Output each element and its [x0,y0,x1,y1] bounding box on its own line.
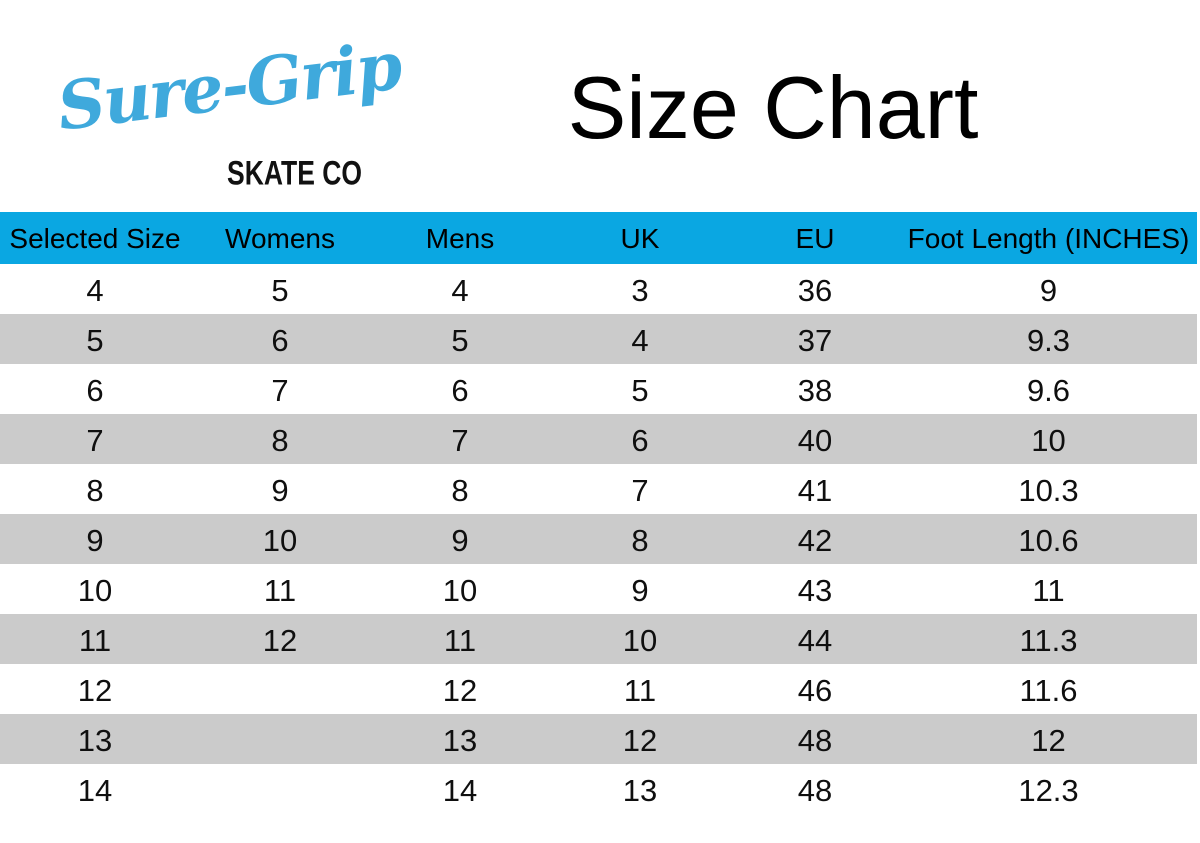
table-cell: 13 [622,772,658,808]
table-cell: 12 [1031,722,1066,758]
table-row: 6 7 6 5 38 9.6 [0,364,1197,414]
table-cell: 12 [262,622,298,658]
table-cell: 11 [78,622,112,658]
size-table: Selected Size Womens Mens UK EU Foot Length (… [0,212,1197,814]
table-cell: 40 [797,422,833,458]
table-cell: 10 [77,572,113,608]
table-cell: 41 [797,472,833,508]
table-cell: 5 [271,272,289,308]
table-row: 10 11 10 9 43 11 [0,564,1197,614]
table-cell: 11 [263,572,297,608]
brand-logo-subtitle: SKATE CO [227,154,363,193]
table-cell: 5 [451,322,469,358]
column-header-selected-size: Selected Size [9,223,181,254]
table-cell: 7 [631,472,649,508]
table-cell: 10.6 [1018,522,1079,558]
page-title: Size Chart [567,58,979,157]
table-cell: 5 [86,322,104,358]
table-cell: 9.3 [1026,322,1071,358]
table-cell: 6 [631,422,649,458]
table-cell: 9 [631,572,649,608]
table-cell: 6 [86,372,104,408]
table-cell: 7 [271,372,289,408]
table-row: 13 13 12 48 12 [0,714,1197,764]
table-cell: 10.3 [1018,472,1079,508]
table-row: 5 6 5 4 37 9.3 [0,314,1197,364]
table-cell: 6 [271,322,289,358]
table-cell: 14 [77,772,113,808]
size-table-body: 4 5 4 3 36 9 5 6 5 4 37 9.3 6 7 6 5 38 9.6 7 8 7 6 40 10 8 9 8 7 41 1… [0,264,1197,814]
table-row: 9 10 9 8 42 10.6 [0,514,1197,564]
table-cell: 9.6 [1026,372,1071,408]
table-cell: 7 [451,422,469,458]
table-cell [190,788,370,790]
table-cell: 10 [262,522,298,558]
table-cell: 37 [797,322,833,358]
brand-logo: Sure-Grip SKATE CO [44,26,404,200]
table-cell [190,688,370,690]
table-cell: 12 [77,672,113,708]
table-cell: 10 [622,622,658,658]
table-cell: 43 [797,572,833,608]
table-cell: 11 [443,622,477,658]
table-cell: 8 [86,472,104,508]
table-cell: 6 [451,372,469,408]
table-cell: 14 [442,772,478,808]
table-cell: 13 [442,722,478,758]
column-header-womens: Womens [225,223,335,254]
table-cell: 4 [86,272,104,308]
table-cell: 48 [797,772,833,808]
column-header-uk: UK [620,223,660,254]
table-cell: 4 [631,322,649,358]
table-cell: 8 [271,422,289,458]
table-cell: 8 [451,472,469,508]
table-cell: 42 [797,522,833,558]
table-cell: 3 [631,272,649,308]
table-cell: 9 [1039,272,1058,308]
table-row: 12 12 11 46 11.6 [0,664,1197,714]
table-row: 8 9 8 7 41 10.3 [0,464,1197,514]
table-cell: 38 [797,372,833,408]
table-cell: 8 [631,522,649,558]
table-cell: 46 [797,672,833,708]
table-cell: 11.3 [1019,622,1078,658]
table-cell: 9 [86,522,104,558]
table-cell: 10 [1031,422,1066,458]
table-row: 4 5 4 3 36 9 [0,264,1197,314]
column-header-eu: EU [795,223,835,254]
table-cell: 5 [631,372,649,408]
table-cell: 12 [622,722,658,758]
table-row: 7 8 7 6 40 10 [0,414,1197,464]
table-cell [190,738,370,740]
size-table-header: Selected Size Womens Mens UK EU Foot Length (… [0,212,1197,264]
table-cell: 4 [451,272,469,308]
table-cell: 11.6 [1019,672,1078,708]
column-header-mens: Mens [425,223,495,254]
table-cell: 7 [86,422,104,458]
table-cell: 9 [271,472,289,508]
table-cell: 9 [451,522,469,558]
table-cell: 44 [797,622,833,658]
table-cell: 48 [797,722,833,758]
table-cell: 12.3 [1018,772,1079,808]
table-cell: 36 [797,272,833,308]
column-header-foot-length-inches: Foot Length (INCHES) [907,223,1190,254]
brand-logo-script: Sure-Grip [53,26,405,146]
table-cell: 12 [442,672,478,708]
table-cell: 13 [77,722,113,758]
table-cell: 11 [623,672,657,708]
table-row: 11 12 11 10 44 11.3 [0,614,1197,664]
table-cell: 10 [442,572,478,608]
table-cell: 11 [1032,572,1065,608]
table-row: 14 14 13 48 12.3 [0,764,1197,814]
